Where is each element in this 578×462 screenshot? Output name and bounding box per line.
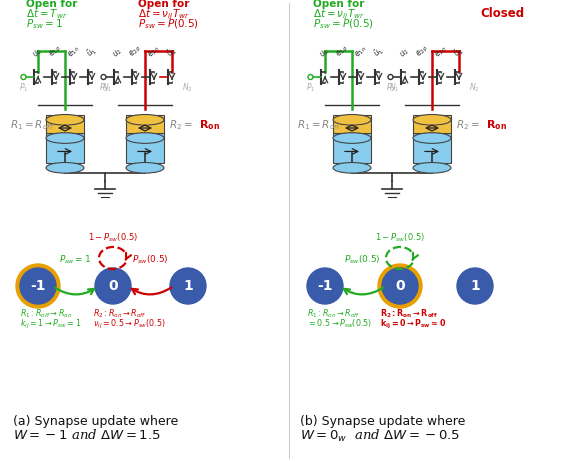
Text: $\Delta t = \nu_{ij}T_{wr}$: $\Delta t = \nu_{ij}T_{wr}$ [138,7,190,22]
Text: 1: 1 [183,279,193,293]
Text: $W = -1$ and $\Delta W = 1.5$: $W = -1$ and $\Delta W = 1.5$ [13,428,161,442]
Text: $e_{2n}$: $e_{2n}$ [433,43,449,60]
Ellipse shape [46,163,84,173]
Circle shape [388,74,393,79]
Ellipse shape [333,115,371,125]
Text: $P_{sw} = P(0.5)$: $P_{sw} = P(0.5)$ [138,17,199,31]
Circle shape [16,264,60,308]
Circle shape [20,268,56,304]
Text: $P_{sw} = P(0.5)$: $P_{sw} = P(0.5)$ [313,17,374,31]
Ellipse shape [413,115,451,125]
Text: Closed: Closed [480,7,524,20]
Text: $e_{1p}$: $e_{1p}$ [47,43,65,60]
Text: $\Delta t = T_{wr}$: $\Delta t = T_{wr}$ [26,7,68,21]
Text: 0: 0 [395,279,405,293]
Text: $u_1$: $u_1$ [31,46,45,60]
Ellipse shape [413,133,451,143]
Text: $N_1$: $N_1$ [102,82,113,95]
Ellipse shape [333,133,371,143]
Text: $N_2$: $N_2$ [469,82,480,95]
Text: $k_{ij} = 1 \rightarrow P_{sw} = 1$: $k_{ij} = 1 \rightarrow P_{sw} = 1$ [20,318,81,331]
Ellipse shape [46,133,84,143]
Text: $\mathbf{k_{ij} = 0 \rightarrow P_{sw} \approx 0}$: $\mathbf{k_{ij} = 0 \rightarrow P_{sw} \… [380,318,446,331]
Bar [126,133,164,163]
Text: -1: -1 [317,279,333,293]
Text: $\bar{u}_1$: $\bar{u}_1$ [84,45,100,60]
Text: Open for: Open for [138,0,190,9]
Text: $W = 0_w$  and $\Delta W = -0.5$: $W = 0_w$ and $\Delta W = -0.5$ [300,428,460,444]
Text: 1: 1 [470,279,480,293]
Text: $\bar{u}_1$: $\bar{u}_1$ [371,45,387,60]
Text: $P_2$: $P_2$ [98,82,108,95]
Ellipse shape [126,133,164,143]
Text: $= 0.5 \rightarrow P_{sw}(0.5)$: $= 0.5 \rightarrow P_{sw}(0.5)$ [307,318,372,330]
Circle shape [307,268,343,304]
Circle shape [378,264,422,308]
Text: $e_{2n}$: $e_{2n}$ [146,43,162,60]
Text: $e_{1p}$: $e_{1p}$ [335,43,351,60]
Text: (b) Synapse update where: (b) Synapse update where [300,415,465,428]
Text: 0: 0 [108,279,118,293]
Text: $\mathbf{R_2:R_{on} \rightarrow R_{off}}$: $\mathbf{R_2:R_{on} \rightarrow R_{off}}… [380,308,438,321]
Ellipse shape [413,163,451,173]
Text: $\mathbf{R_{on}}$: $\mathbf{R_{on}}$ [199,118,220,132]
Ellipse shape [46,115,84,125]
Text: $1 - P_{sw}(0.5)$: $1 - P_{sw}(0.5)$ [375,231,425,244]
Text: $P_{sw} = 1$: $P_{sw} = 1$ [60,254,91,266]
Bar [413,115,451,133]
Text: $R_1:R_{off} \rightarrow R_{on}$: $R_1:R_{off} \rightarrow R_{on}$ [20,308,72,321]
Text: $\nu_{ij} = 0.5 \rightarrow P_{sw}(0.5)$: $\nu_{ij} = 0.5 \rightarrow P_{sw}(0.5)$ [93,318,166,331]
Text: $P_{sw}(0.5)$: $P_{sw}(0.5)$ [132,254,169,266]
Circle shape [457,268,493,304]
Circle shape [308,74,313,79]
Circle shape [21,74,26,79]
Text: $P_1$: $P_1$ [18,82,28,95]
Ellipse shape [126,163,164,173]
Text: $u_1$: $u_1$ [318,46,332,60]
Text: $\Delta t = \nu_{ij}T_{wr}$: $\Delta t = \nu_{ij}T_{wr}$ [313,7,365,22]
Ellipse shape [333,163,371,173]
Text: $e_{1n}$: $e_{1n}$ [66,43,82,60]
Text: $R_2 = $: $R_2 = $ [456,118,480,132]
Text: $u_2$: $u_2$ [111,46,125,60]
Text: $P_{sw} = 1$: $P_{sw} = 1$ [26,17,62,31]
Bar [413,133,451,163]
Text: $e_{2p}$: $e_{2p}$ [128,43,144,60]
Bar [126,115,164,133]
Text: $1 - P_{sw}(0.5)$: $1 - P_{sw}(0.5)$ [88,231,138,244]
Text: $N_1$: $N_1$ [389,82,399,95]
Text: $\bar{u}_2$: $\bar{u}_2$ [451,45,467,60]
Text: (a) Synapse update where: (a) Synapse update where [13,415,178,428]
Text: Open for: Open for [313,0,364,9]
Text: $R_1 = R_{on}$: $R_1 = R_{on}$ [297,118,340,132]
Text: $P_2$: $P_2$ [386,82,395,95]
Text: -1: -1 [30,279,46,293]
Text: Open for: Open for [26,0,77,9]
Text: $e_{2p}$: $e_{2p}$ [414,43,432,60]
Text: $\mathbf{R_{on}}$: $\mathbf{R_{on}}$ [486,118,507,132]
Bar [333,133,371,163]
Bar [46,115,84,133]
Circle shape [101,74,106,79]
Text: $P_1$: $P_1$ [306,82,315,95]
Text: $P_{sw}(0.5)$: $P_{sw}(0.5)$ [344,254,381,266]
Text: $\bar{u}_2$: $\bar{u}_2$ [164,45,180,60]
Circle shape [382,268,418,304]
Text: $e_{1n}$: $e_{1n}$ [353,43,369,60]
Text: $u_2$: $u_2$ [398,46,412,60]
Ellipse shape [126,115,164,125]
Text: $R_1:R_{on} \rightarrow R_{off}$: $R_1:R_{on} \rightarrow R_{off}$ [307,308,361,321]
Text: $R_2 = $: $R_2 = $ [169,118,192,132]
Circle shape [170,268,206,304]
Text: $R_2:R_{on} \rightarrow R_{off}$: $R_2:R_{on} \rightarrow R_{off}$ [93,308,146,321]
Bar [333,115,371,133]
Bar [46,133,84,163]
Text: $N_2$: $N_2$ [182,82,192,95]
Text: $R_1 = R_{off}$: $R_1 = R_{off}$ [10,118,54,132]
Circle shape [95,268,131,304]
